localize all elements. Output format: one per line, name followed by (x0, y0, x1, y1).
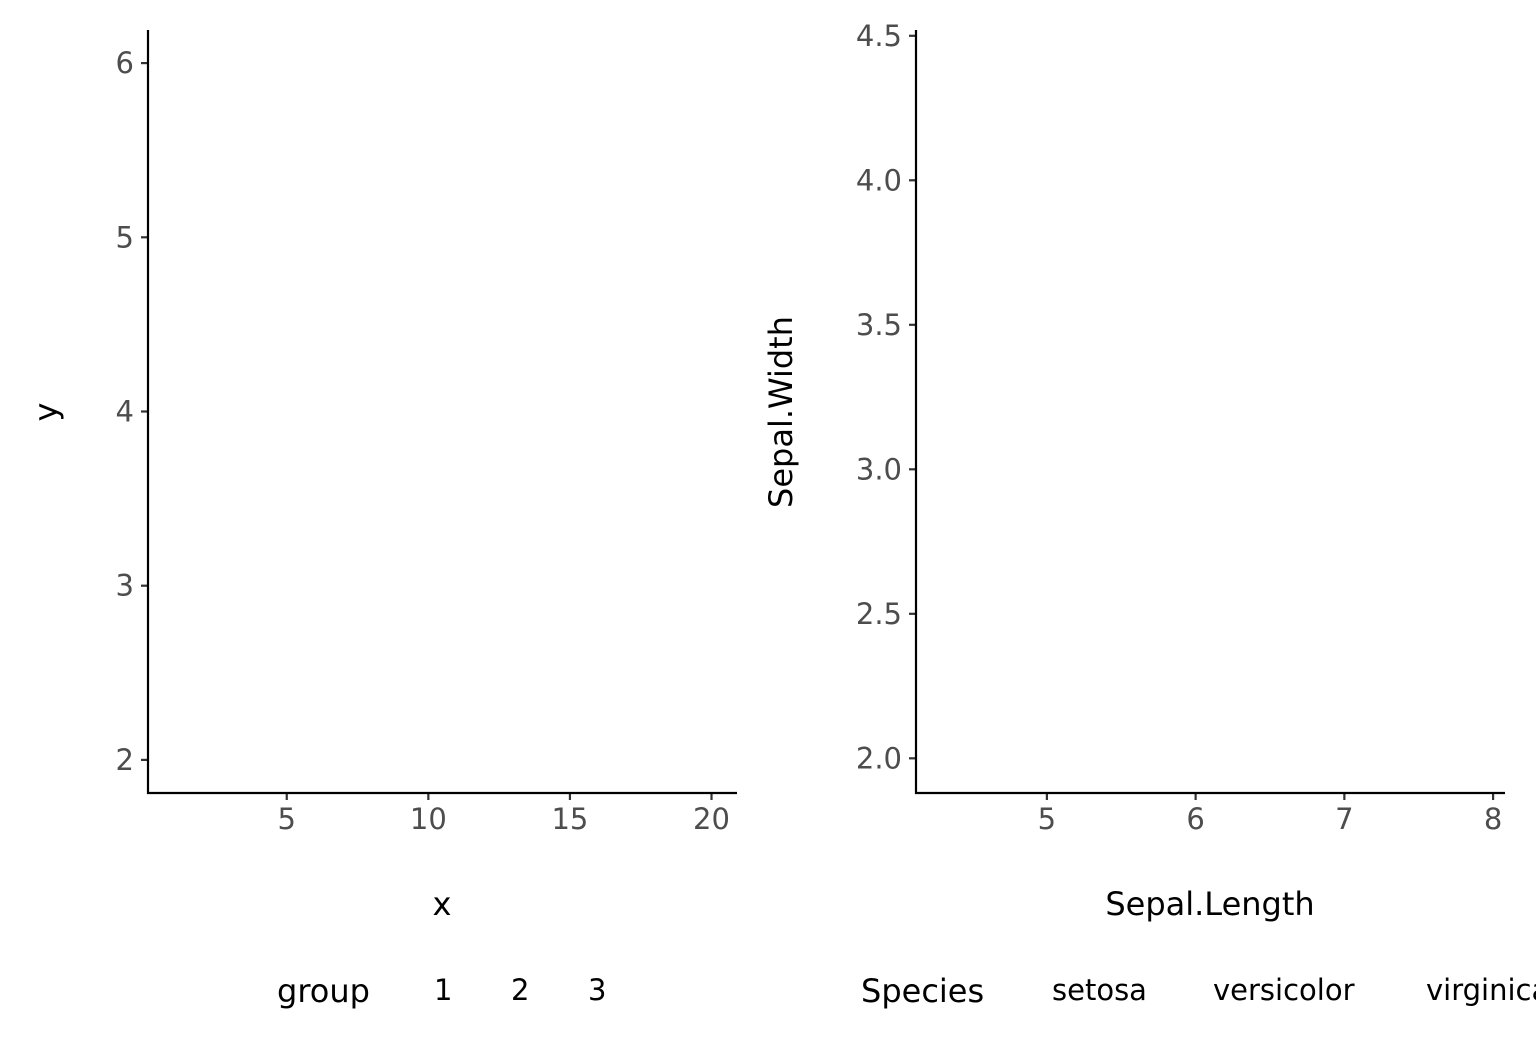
right-y-tick-label: 3.5 (856, 308, 902, 342)
left-x-ticks: 5 10 15 20 (278, 793, 730, 836)
right-y-tick-label: 3.0 (856, 452, 902, 486)
right-legend-title: Species (861, 972, 984, 1010)
left-legend-item-1: 1 (434, 973, 452, 1007)
right-x-tick-label: 6 (1186, 802, 1204, 836)
right-y-tick-label: 2.0 (856, 741, 902, 775)
right-y-tick-label: 4.5 (856, 19, 902, 53)
right-x-tick-label: 7 (1335, 802, 1353, 836)
right-legend: Species setosa versicolor virginica (861, 972, 1536, 1010)
left-y-axis-title: y (27, 403, 65, 422)
right-y-axis-title: Sepal.Width (762, 316, 800, 508)
left-x-tick-label: 5 (278, 802, 296, 836)
right-x-ticks: 5 6 7 8 (1038, 793, 1502, 836)
right-y-ticks: 2.0 2.5 3.0 3.5 4.0 4.5 (856, 19, 916, 775)
left-axis-lines (146, 30, 737, 795)
left-panel: 5 10 15 20 2 3 4 5 6 x y group 1 2 3 (27, 30, 737, 1010)
left-y-tick-label: 4 (116, 395, 134, 429)
left-x-axis-title: x (433, 885, 452, 923)
left-legend-item-3: 3 (588, 973, 606, 1007)
right-axis-lines (914, 30, 1505, 795)
left-legend-item-2: 2 (511, 973, 529, 1007)
right-y-tick-label: 2.5 (856, 597, 902, 631)
right-legend-item-setosa: setosa (1052, 973, 1147, 1007)
left-y-tick-label: 6 (116, 46, 134, 80)
right-y-tick-label: 4.0 (856, 163, 902, 197)
right-panel: 5 6 7 8 2.0 2.5 3.0 3.5 4.0 4.5 Sepal.Length Sep… (762, 19, 1536, 1010)
left-y-tick-label: 3 (116, 569, 134, 603)
right-legend-item-virginica: virginica (1426, 973, 1536, 1007)
right-x-axis-title: Sepal.Length (1105, 885, 1314, 923)
left-x-tick-label: 15 (551, 802, 588, 836)
right-legend-item-versicolor: versicolor (1213, 973, 1355, 1007)
left-y-tick-label: 2 (116, 743, 134, 777)
left-y-tick-label: 5 (116, 220, 134, 254)
left-legend: group 1 2 3 (277, 972, 606, 1010)
left-x-tick-label: 10 (410, 802, 447, 836)
left-y-ticks: 2 3 4 5 6 (116, 46, 148, 777)
left-x-tick-label: 20 (693, 802, 730, 836)
right-x-tick-label: 5 (1038, 802, 1056, 836)
right-x-tick-label: 8 (1484, 802, 1502, 836)
left-legend-title: group (277, 972, 370, 1010)
